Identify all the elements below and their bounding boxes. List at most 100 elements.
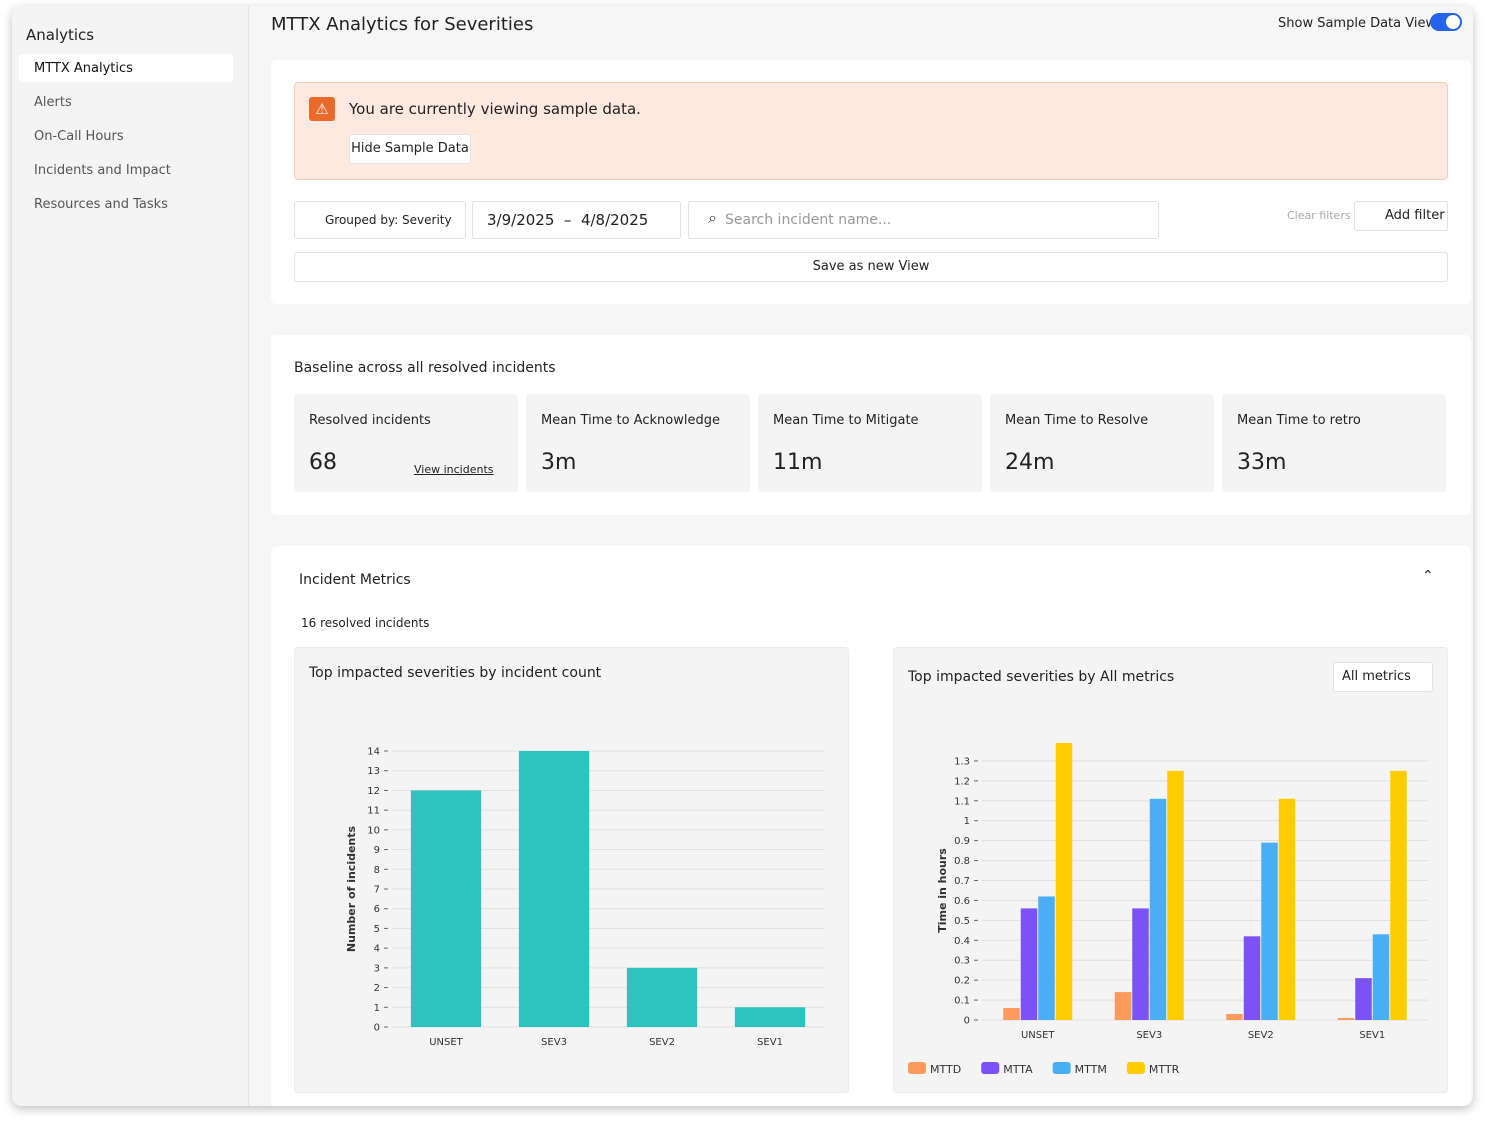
stat-label: Resolved incidents [309, 413, 431, 428]
y-tick-label: 0 [374, 1023, 380, 1034]
y-tick-label: 14 [367, 747, 380, 758]
nav-item[interactable]: Resources and Tasks [34, 197, 168, 212]
sidebar [12, 6, 249, 1106]
stat-card [294, 394, 518, 492]
stat-card [758, 394, 982, 492]
y-axis-label: Time in hours [936, 848, 949, 933]
bar [1167, 770, 1184, 1020]
nav-item[interactable]: Alerts [34, 95, 72, 110]
x-tick-label: UNSET [1021, 1030, 1055, 1041]
x-tick-label: SEV2 [649, 1037, 675, 1048]
y-tick-label: 5 [374, 924, 380, 935]
y-tick-label: 1 [374, 1003, 380, 1014]
y-tick-label: 12 [367, 786, 380, 797]
banner-message: You are currently viewing sample data. [349, 100, 641, 118]
stat-label: Mean Time to retro [1237, 413, 1361, 428]
stat-value: 3m [541, 450, 577, 475]
y-tick-label: 2 [374, 983, 380, 994]
nav-selected [19, 54, 233, 82]
legend-label: MTTA [1003, 1063, 1033, 1076]
legend-swatch [908, 1062, 926, 1074]
page-title: MTTX Analytics for Severities [271, 14, 534, 35]
search[interactable]: Search incident name... [688, 201, 1159, 239]
y-tick-label: 0.3 [954, 956, 970, 967]
search-icon: ⌕ [708, 208, 717, 227]
y-tick-label: 0.5 [954, 916, 970, 927]
toggle-label: Show Sample Data View [1278, 16, 1437, 31]
y-tick-label: 0.4 [954, 936, 970, 947]
sidebar-title: Analytics [26, 26, 95, 44]
metrics-title: Incident Metrics [299, 572, 411, 588]
add-filter[interactable]: Add filter [1354, 201, 1448, 231]
metrics-dropdown[interactable]: All metrics [1333, 662, 1433, 692]
x-tick-label: SEV2 [1248, 1030, 1274, 1041]
y-tick-label: 0.1 [954, 996, 970, 1007]
y-tick-label: 9 [374, 845, 380, 856]
y-tick-label: 10 [367, 825, 380, 836]
bar [518, 751, 590, 1027]
bar [1020, 908, 1038, 1020]
bar [1149, 798, 1167, 1020]
nav-item[interactable]: Incidents and Impact [34, 163, 171, 178]
nav-item[interactable]: On-Call Hours [34, 129, 124, 144]
stat-value: 24m [1005, 450, 1055, 475]
y-tick-label: 0.9 [954, 836, 970, 847]
bar [1278, 798, 1296, 1020]
nav-item[interactable]: MTTX Analytics [34, 61, 133, 76]
y-tick-label: 0.7 [954, 876, 970, 887]
y-tick-label: 1.3 [954, 756, 970, 767]
y-tick-label: 6 [374, 904, 380, 915]
y-tick-label: 1.2 [954, 776, 970, 787]
save-view[interactable]: Save as new View [294, 252, 1448, 282]
banner [294, 82, 1448, 180]
bar [626, 967, 698, 1027]
legend-swatch [981, 1062, 1000, 1074]
bar [1132, 908, 1149, 1020]
clear-filters[interactable]: Clear filters [1287, 209, 1351, 222]
y-tick-label: 0.6 [954, 896, 970, 907]
stat-label: Mean Time to Mitigate [773, 413, 919, 428]
bar [1243, 936, 1261, 1020]
y-tick-label: 3 [374, 963, 380, 974]
view-incidents[interactable]: View incidents [414, 463, 494, 476]
date-range[interactable]: 3/9/2025 – 4/8/2025 [472, 201, 681, 239]
y-tick-label: 4 [374, 944, 380, 955]
warning-icon: ⚠ [309, 97, 335, 121]
bar [1226, 1014, 1243, 1020]
toggle[interactable] [1430, 13, 1462, 31]
bar [734, 1007, 806, 1027]
stat-card [1222, 394, 1446, 492]
group-by[interactable]: Grouped by: Severity [294, 201, 466, 239]
x-tick-label: UNSET [429, 1037, 463, 1048]
bar [410, 790, 482, 1027]
y-tick-label: 7 [374, 885, 380, 896]
y-tick-label: 1.1 [954, 796, 970, 807]
x-tick-label: SEV1 [1359, 1030, 1385, 1041]
bar [1390, 770, 1407, 1020]
legend-swatch [1052, 1062, 1071, 1074]
collapse-icon[interactable]: ⌃ [1422, 568, 1434, 584]
baseline-title: Baseline across all resolved incidents [294, 360, 556, 376]
x-tick-label: SEV1 [757, 1037, 783, 1048]
stat-label: Mean Time to Acknowledge [541, 413, 720, 428]
y-tick-label: 0.2 [954, 976, 970, 987]
legend-swatch [1126, 1062, 1145, 1074]
x-tick-label: SEV3 [541, 1037, 567, 1048]
window: Analytics MTTX Analytics Alerts On-Call … [12, 6, 1473, 1106]
y-tick-label: 11 [367, 806, 380, 817]
hide-button[interactable]: Hide Sample Data [349, 134, 471, 164]
y-tick-label: 0.8 [954, 856, 970, 867]
legend-label: MTTM [1075, 1063, 1107, 1076]
bar [1055, 742, 1073, 1020]
y-tick-label: 0 [964, 1016, 970, 1027]
stat-value: 68 [309, 450, 337, 475]
stat-card [526, 394, 750, 492]
stat-card [990, 394, 1214, 492]
chart-title: Top impacted severities by incident coun… [309, 665, 602, 681]
stat-label: Mean Time to Resolve [1005, 413, 1149, 428]
bar [1355, 978, 1372, 1020]
stat-value: 33m [1237, 450, 1287, 475]
y-tick-label: 8 [374, 865, 380, 876]
